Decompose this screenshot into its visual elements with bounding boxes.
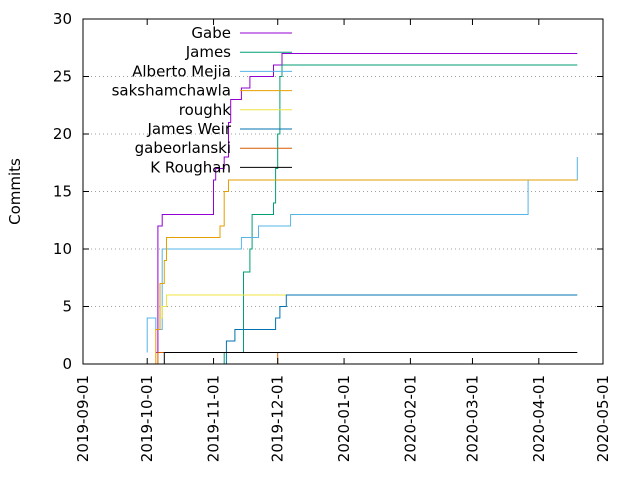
x-tick-label: 2019-09-01 xyxy=(74,375,92,462)
y-tick-label: 20 xyxy=(53,125,72,143)
legend-label: K Roughan xyxy=(150,158,231,176)
x-tick-label: 2020-03-01 xyxy=(463,375,481,462)
y-tick-label: 0 xyxy=(62,355,72,373)
series-layer xyxy=(146,53,578,365)
legend-label: James Weir xyxy=(146,120,231,138)
legend-label: Alberto Mejia xyxy=(132,62,231,80)
x-tick-label: 2020-02-01 xyxy=(401,375,419,462)
y-tick-label: 30 xyxy=(53,10,72,28)
legend-label: roughk xyxy=(179,101,232,119)
series-line-k-roughan xyxy=(163,352,578,364)
series-line-sakshamchawla xyxy=(149,179,578,365)
legend-label: sakshamchawla xyxy=(112,82,231,100)
legend-label: gabeorlanski xyxy=(135,139,231,157)
y-tick-label: 10 xyxy=(53,240,72,258)
series-line-gabe xyxy=(155,53,578,353)
axis-ticks: 0 5 10 15 20 25 30 2019-09-01 2019-10-01 2019-11-… xyxy=(53,10,612,462)
legend-label: James xyxy=(185,43,231,61)
x-tick-label: 2019-10-01 xyxy=(138,375,156,462)
x-tick-label: 2020-01-01 xyxy=(335,375,353,462)
series-line-roughk xyxy=(160,294,291,319)
x-tick-label: 2020-04-01 xyxy=(530,375,548,462)
y-axis-title: Commits xyxy=(6,158,24,225)
y-tick-label: 5 xyxy=(62,298,72,316)
y-tick-label: 25 xyxy=(53,68,72,86)
grid xyxy=(83,76,603,307)
x-tick-label: 2019-12-01 xyxy=(269,375,287,462)
x-tick-label: 2019-11-01 xyxy=(205,375,223,462)
legend-label: Gabe xyxy=(191,24,231,42)
y-tick-label: 15 xyxy=(53,183,72,201)
series-line-james-weir xyxy=(224,294,578,365)
x-tick-label: 2020-05-01 xyxy=(594,375,612,462)
